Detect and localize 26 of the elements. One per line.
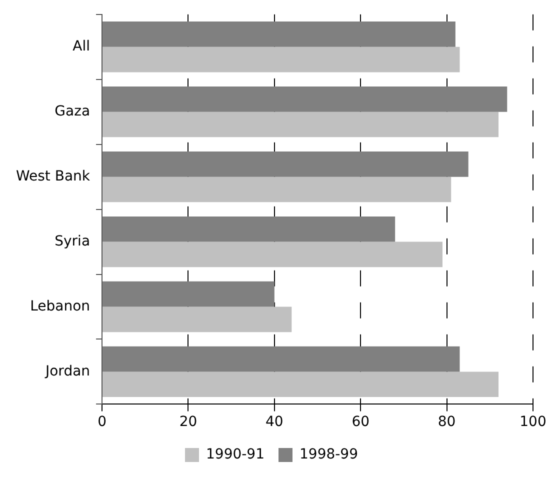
legend-label: 1990-91 xyxy=(206,446,265,463)
bar xyxy=(102,346,460,372)
y-tick-label: Syria xyxy=(54,233,90,250)
y-tick-label: West Bank xyxy=(16,168,91,184)
bar xyxy=(102,176,452,202)
bar xyxy=(102,112,499,138)
bar xyxy=(102,86,508,112)
y-tick-label: Lebanon xyxy=(30,298,90,314)
x-tick-label: 40 xyxy=(266,414,284,430)
y-tick-label: Gaza xyxy=(54,103,90,120)
y-tick-label: Jordan xyxy=(44,363,90,380)
bar xyxy=(102,281,274,307)
legend-label: 1998-99 xyxy=(300,446,358,463)
x-tick-label: 80 xyxy=(438,414,456,430)
x-tick-label: 100 xyxy=(520,414,546,430)
bar xyxy=(102,151,468,177)
bar xyxy=(102,46,460,72)
bar xyxy=(102,242,442,268)
bar xyxy=(102,216,396,242)
x-tick-label: 20 xyxy=(179,414,198,430)
bar xyxy=(102,306,292,332)
bar xyxy=(102,22,456,47)
bar xyxy=(102,372,499,398)
x-tick-label: 60 xyxy=(352,414,370,430)
y-tick-label: All xyxy=(72,38,90,55)
x-tick-label: 0 xyxy=(98,414,106,430)
